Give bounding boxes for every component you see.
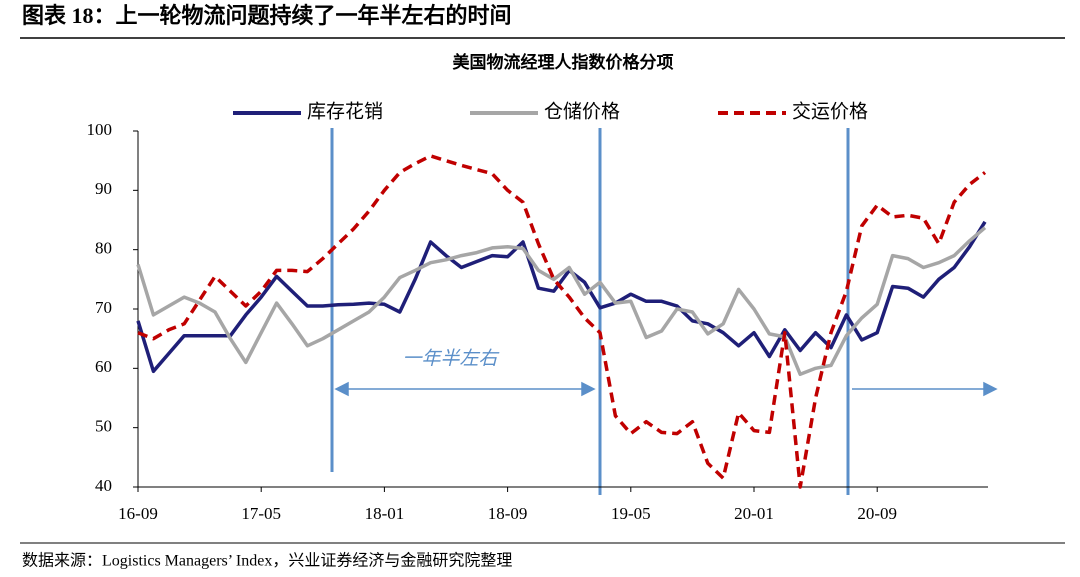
y-tick-label: 100	[87, 120, 113, 139]
x-tick-label: 19-05	[611, 504, 651, 523]
x-tick-label: 18-01	[365, 504, 405, 523]
arrow-head	[581, 381, 596, 397]
series-line	[136, 226, 987, 377]
x-tick-label: 20-09	[857, 504, 897, 523]
x-tick-label: 20-01	[734, 504, 774, 523]
y-tick-label: 60	[95, 357, 112, 376]
y-tick-label: 70	[95, 298, 112, 317]
x-tick-label: 18-09	[488, 504, 528, 523]
y-tick-label: 40	[95, 476, 112, 495]
arrow-head	[334, 381, 349, 397]
legend-label: 交运价格	[792, 100, 868, 122]
annotation: 一年半左右	[402, 347, 499, 369]
series-line	[137, 154, 987, 489]
source-note: 数据来源：Logistics Managers’ Index，兴业证券经济与金融…	[22, 552, 512, 570]
legend-label: 仓储价格	[544, 100, 620, 122]
x-tick-label: 16-09	[118, 504, 158, 523]
y-tick-label: 80	[95, 239, 112, 258]
arrows	[334, 381, 998, 397]
legend-label: 库存花销	[307, 100, 383, 122]
series-line	[136, 220, 987, 374]
chart-title: 美国物流经理人指数价格分项	[453, 52, 674, 72]
figure-heading: 图表 18：上一轮物流问题持续了一年半左右的时间	[22, 3, 512, 28]
y-tick-label: 90	[95, 179, 112, 198]
x-tick-label: 17-05	[241, 504, 281, 523]
arrow-head	[983, 381, 998, 397]
y-tick-label: 50	[95, 417, 112, 436]
reference-lines	[330, 128, 850, 495]
